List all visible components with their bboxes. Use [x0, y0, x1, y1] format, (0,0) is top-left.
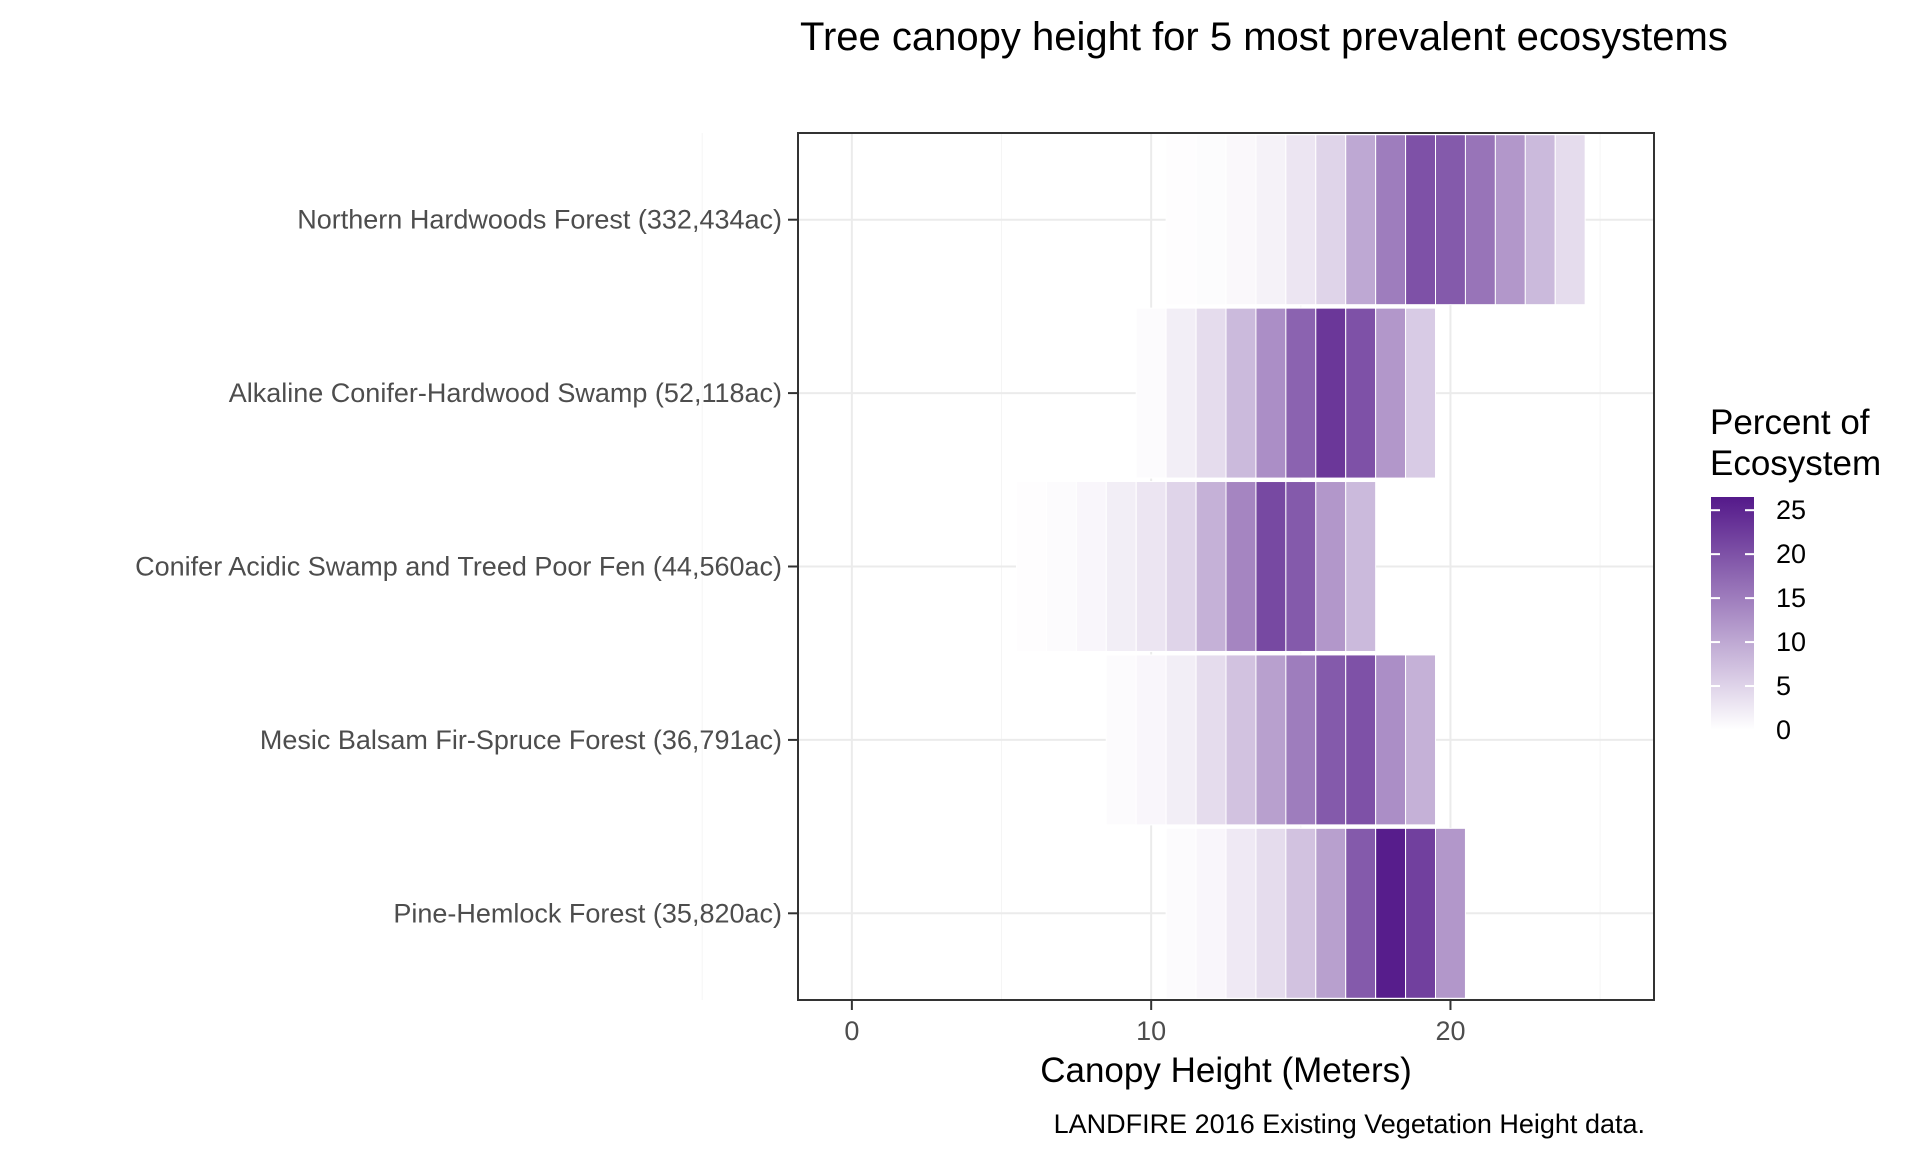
heatmap-cell [1554, 134, 1586, 306]
heatmap-cell [1345, 654, 1377, 826]
heatmap-cell [1135, 307, 1167, 479]
heatmap-cell [1285, 654, 1317, 826]
y-tick-label: Mesic Balsam Fir-Spruce Forest (36,791ac… [260, 725, 782, 755]
x-axis: 0 10 20 [844, 1000, 1465, 1046]
heatmap-cell [1494, 134, 1526, 306]
heatmap-cell [1285, 307, 1317, 479]
heatmap-cell [1075, 481, 1107, 652]
heatmap-cell [1225, 307, 1257, 479]
x-tick-label: 20 [1435, 1016, 1465, 1046]
heatmap-cell [1345, 134, 1377, 306]
heatmap-cell [1165, 481, 1197, 652]
y-tick-label: Pine-Hemlock Forest (35,820ac) [393, 898, 782, 928]
heatmap-cell [1165, 307, 1197, 479]
heatmap-cell [1285, 481, 1317, 652]
chart-title: Tree canopy height for 5 most prevalent … [800, 15, 1728, 59]
heatmap-cell [1285, 827, 1317, 999]
y-tick-label: Conifer Acidic Swamp and Treed Poor Fen … [135, 552, 782, 582]
legend-tick-label: 15 [1776, 583, 1806, 613]
legend-tick-label: 25 [1776, 495, 1806, 525]
heatmap-cell [1315, 307, 1347, 479]
heatmap-cell [1045, 481, 1077, 652]
y-axis: Northern Hardwoods Forest (332,434ac) Alk… [135, 205, 798, 928]
legend-tick-label: 20 [1776, 539, 1806, 569]
heatmap-cell [1435, 134, 1466, 306]
x-tick-label: 0 [844, 1016, 859, 1046]
heatmap-cell [1375, 307, 1407, 479]
heatmap-cell [1315, 827, 1347, 999]
heatmap-cell [1225, 134, 1257, 306]
heatmap-cell [1315, 134, 1347, 306]
heatmap-cell [1375, 827, 1407, 999]
heatmap-cell [1524, 134, 1556, 306]
legend-tick-label: 0 [1776, 715, 1791, 745]
heatmap-cell [1225, 481, 1257, 652]
heatmap-cell [1435, 827, 1466, 999]
heatmap-cell [1135, 654, 1167, 826]
heatmap-cell [1345, 481, 1377, 652]
heatmap-cell [1195, 307, 1227, 479]
heatmap-cell [1405, 307, 1437, 479]
heatmap-row [1015, 481, 1377, 652]
x-axis-title: Canopy Height (Meters) [1040, 1051, 1412, 1090]
legend-colorbar [1711, 497, 1754, 730]
legend-ticks: 0 5 10 15 20 25 [1711, 495, 1806, 745]
heatmap-cell [1405, 654, 1437, 826]
heatmap-cell [1315, 481, 1347, 652]
heatmap-cell [1405, 827, 1437, 999]
heatmap-cell [1165, 134, 1197, 306]
heatmap-cell [1405, 134, 1437, 306]
heatmap-cell [1285, 134, 1317, 306]
heatmap-cell [1105, 654, 1137, 826]
heatmap-cell [1255, 481, 1287, 652]
heatmap-cell [1135, 481, 1167, 652]
heatmap-cell [1345, 827, 1377, 999]
heatmap-cell [1195, 481, 1227, 652]
legend-tick-label: 5 [1776, 671, 1791, 701]
heatmap-cell [1255, 654, 1287, 826]
heatmap-cell [1105, 481, 1137, 652]
color-legend: Percent of Ecosystem 0 5 10 15 20 25 [1710, 403, 1881, 745]
heatmap-row [1105, 654, 1437, 826]
heatmap-cell [1255, 134, 1287, 306]
heatmap-cell [1255, 827, 1287, 999]
heatmap-cell [1375, 134, 1407, 306]
x-tick-label: 10 [1136, 1016, 1166, 1046]
chart-caption: LANDFIRE 2016 Existing Vegetation Height… [1054, 1109, 1645, 1139]
legend-title-line-1: Percent of [1710, 403, 1870, 442]
heatmap-cell [1165, 654, 1197, 826]
heatmap-row [1165, 134, 1586, 306]
y-tick-label: Northern Hardwoods Forest (332,434ac) [297, 205, 782, 235]
heatmap-cell [1345, 307, 1377, 479]
heatmap-cell [1195, 827, 1227, 999]
heatmap-cell [1375, 654, 1407, 826]
legend-title-line-2: Ecosystem [1710, 444, 1881, 483]
heatmap-cell [1225, 827, 1257, 999]
heatmap-cell [1195, 134, 1227, 306]
heatmap-cell [1165, 827, 1197, 999]
heatmap-cell [1315, 654, 1347, 826]
heatmap-cell [1195, 654, 1227, 826]
heatmap-cell [1255, 307, 1287, 479]
heatmap-cell [1015, 481, 1047, 652]
heatmap-cell [1225, 654, 1257, 826]
heatmap-row [1135, 307, 1437, 479]
heatmap-cells [1015, 134, 1586, 999]
heatmap-cell [1464, 134, 1496, 306]
y-tick-label: Alkaline Conifer-Hardwood Swamp (52,118a… [229, 378, 782, 408]
legend-tick-label: 10 [1776, 627, 1806, 657]
heatmap-row [1165, 827, 1466, 999]
